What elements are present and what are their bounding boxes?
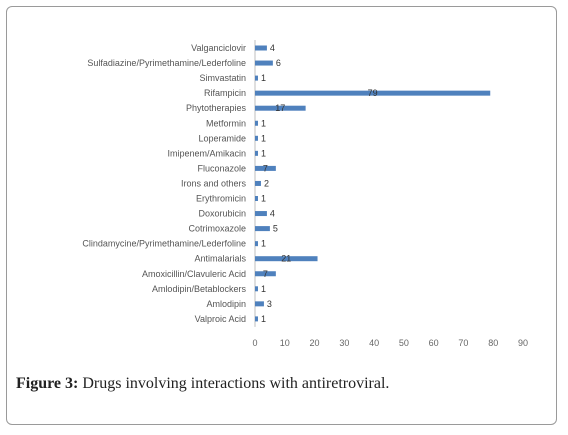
x-tick-60: 60 <box>429 338 439 348</box>
data-label-sulfadiazine-pyrimethamine-lederfoline: 6 <box>276 58 281 68</box>
category-label-amlodipin: Amlodipin <box>206 299 246 309</box>
data-label-amlodipin-betablockers: 1 <box>261 284 266 294</box>
figure-frame <box>6 6 557 425</box>
bar-valganciclovir <box>255 45 267 51</box>
x-tick-0: 0 <box>252 338 257 348</box>
category-label-simvastatin: Simvastatin <box>199 73 246 83</box>
bar-chart: Valganciclovir Sulfadiazine/Pyrimethamine… <box>82 40 528 348</box>
figure-caption: Figure 3: Drugs involving interactions w… <box>16 375 546 393</box>
category-label-sulfadiazine-pyrimethamine-lederfoline: Sulfadiazine/Pyrimethamine/Lederfoline <box>87 58 246 68</box>
x-tick-10: 10 <box>280 338 290 348</box>
data-label-amoxicillin-clavuleric-acid: 7 <box>263 269 268 279</box>
category-label-clindamycine-pyrimethamine-lederfoline: Clindamycine/Pyrimethamine/Lederfoline <box>82 239 246 249</box>
category-label-antimalarials: Antimalarials <box>194 254 246 264</box>
category-label-metformin: Metformin <box>206 118 246 128</box>
bar-cotrimoxazole <box>255 226 270 232</box>
bar-amlodipin-betablockers <box>255 286 258 292</box>
category-label-loperamide: Loperamide <box>198 133 246 143</box>
bar-phytotherapies <box>255 105 306 111</box>
figure-caption-label: Figure 3: <box>16 375 79 392</box>
x-tick-50: 50 <box>399 338 409 348</box>
category-label-fluconazole: Fluconazole <box>197 163 246 173</box>
data-label-phytotherapies: 17 <box>275 103 285 113</box>
category-label-rifampicin: Rifampicin <box>204 88 246 98</box>
data-label-rifampicin: 79 <box>368 88 378 98</box>
category-label-doxorubicin: Doxorubicin <box>198 209 246 219</box>
bar-simvastatin <box>255 75 258 81</box>
data-label-metformin: 1 <box>261 118 266 128</box>
data-label-antimalarials: 21 <box>281 254 291 264</box>
category-label-valproic-acid: Valproic Acid <box>195 314 246 324</box>
category-labels: Valganciclovir Sulfadiazine/Pyrimethamine… <box>82 43 246 324</box>
category-label-valganciclovir: Valganciclovir <box>191 43 246 53</box>
data-label-fluconazole: 7 <box>263 163 268 173</box>
data-label-valproic-acid: 1 <box>261 314 266 324</box>
bar-loperamide <box>255 135 258 141</box>
data-label-irons-and-others: 2 <box>264 178 269 188</box>
category-label-amoxicillin-clavuleric-acid: Amoxicillin/Clavuleric Acid <box>142 269 246 279</box>
bar-imipenem-amikacin <box>255 150 258 156</box>
bar-valproic-acid <box>255 316 258 322</box>
data-label-clindamycine-pyrimethamine-lederfoline: 1 <box>261 239 266 249</box>
bar-amlodipin <box>255 301 264 307</box>
bar-amoxicillin-clavuleric-acid <box>255 271 276 277</box>
x-tick-70: 70 <box>458 338 468 348</box>
bar-fluconazole <box>255 165 276 171</box>
bar-sulfadiazine-pyrimethamine-lederfoline <box>255 60 273 66</box>
x-axis-ticks: 0 10 20 30 40 50 60 70 80 90 <box>252 338 528 348</box>
x-tick-80: 80 <box>488 338 498 348</box>
x-tick-90: 90 <box>518 338 528 348</box>
bar-doxorubicin <box>255 211 267 217</box>
bar-metformin <box>255 120 258 126</box>
bar-antimalarials <box>255 256 318 262</box>
data-label-doxorubicin: 4 <box>270 209 275 219</box>
category-label-erythromicin: Erythromicin <box>196 194 246 204</box>
category-label-phytotherapies: Phytotherapies <box>186 103 247 113</box>
category-label-imipenem-amikacin: Imipenem/Amikacin <box>167 148 246 158</box>
x-tick-20: 20 <box>310 338 320 348</box>
bar-rifampicin <box>255 90 491 96</box>
data-label-amlodipin: 3 <box>267 299 272 309</box>
bar-clindamycine-pyrimethamine-lederfoline <box>255 241 258 247</box>
category-label-irons-and-others: Irons and others <box>181 178 247 188</box>
bars-layer <box>255 45 491 322</box>
category-label-amlodipin-betablockers: Amlodipin/Betablockers <box>152 284 247 294</box>
figure-caption-text: Drugs involving interactions with antire… <box>78 375 390 392</box>
data-label-simvastatin: 1 <box>261 73 266 83</box>
x-tick-40: 40 <box>369 338 379 348</box>
category-label-cotrimoxazole: Cotrimoxazole <box>188 224 246 234</box>
data-label-imipenem-amikacin: 1 <box>261 148 266 158</box>
data-label-loperamide: 1 <box>261 133 266 143</box>
bar-erythromicin <box>255 196 258 201</box>
data-label-cotrimoxazole: 5 <box>273 224 278 234</box>
bar-irons-and-others <box>255 180 261 186</box>
data-label-valganciclovir: 4 <box>270 43 275 53</box>
data-label-erythromicin: 1 <box>261 194 266 204</box>
x-tick-30: 30 <box>339 338 349 348</box>
